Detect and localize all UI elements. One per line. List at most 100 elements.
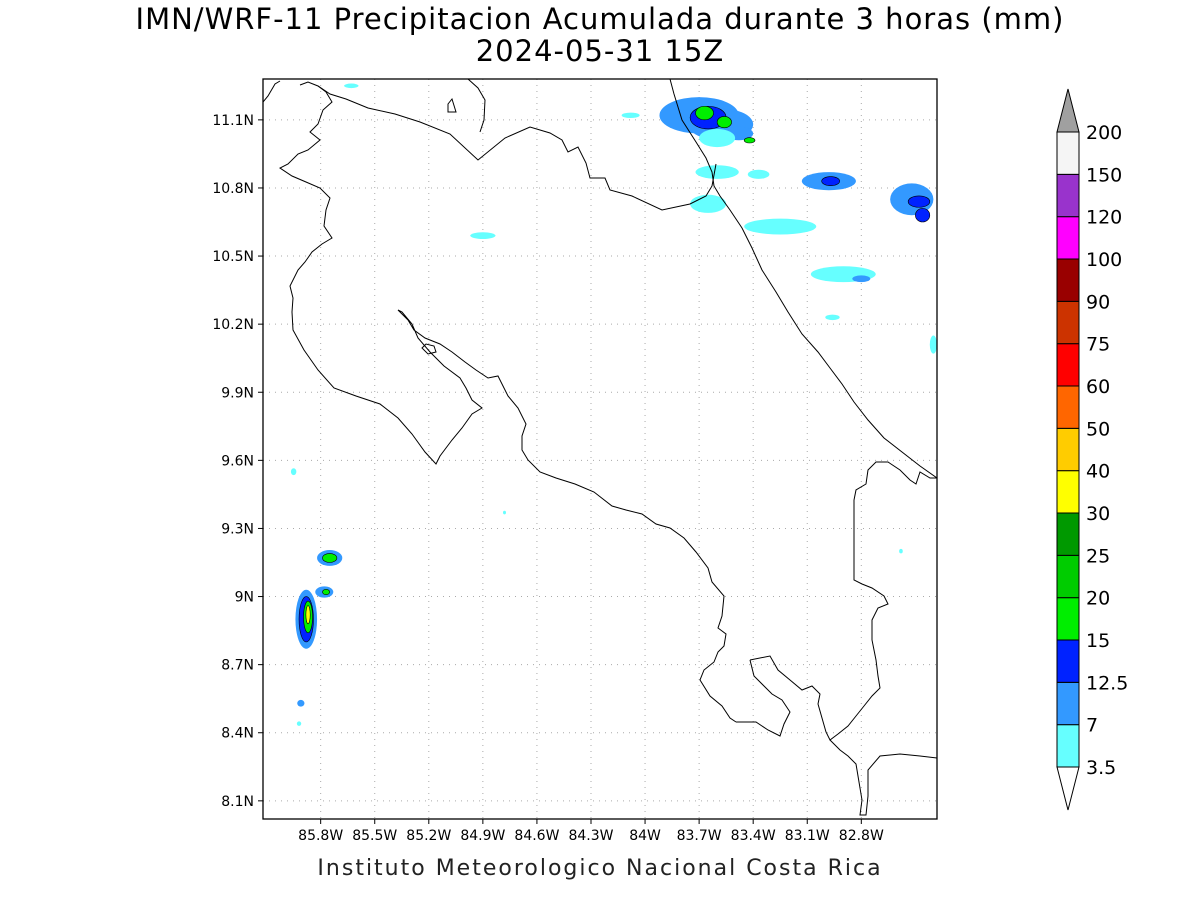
precip-cell bbox=[297, 699, 305, 707]
x-tick-label: 84.6W bbox=[514, 828, 559, 844]
precip-cell bbox=[744, 218, 817, 235]
colorbar-swatch bbox=[1056, 427, 1080, 472]
map-title: IMN/WRF-11 Precipitacion Acumulada duran… bbox=[135, 2, 1065, 36]
colorbar-swatch bbox=[1056, 681, 1080, 726]
x-tick-label: 83.7W bbox=[677, 828, 722, 844]
precip-cell bbox=[699, 128, 736, 148]
map-background bbox=[263, 79, 937, 819]
colorbar-swatch bbox=[1056, 597, 1080, 641]
x-tick-label: 83.1W bbox=[785, 828, 830, 844]
y-tick-label: 9N bbox=[235, 590, 254, 606]
colorbar-swatch bbox=[1056, 173, 1080, 218]
y-tick-label: 10.5N bbox=[212, 249, 254, 265]
colorbar-swatch bbox=[1056, 385, 1080, 429]
precip-cell bbox=[899, 548, 903, 554]
colorbar-swatch bbox=[1056, 724, 1080, 768]
colorbar-swatch bbox=[1056, 470, 1080, 514]
colorbar-level-label: 30 bbox=[1086, 503, 1110, 525]
y-tick-label: 9.9N bbox=[221, 385, 254, 401]
colorbar-swatch bbox=[1056, 258, 1080, 302]
precipitation-field bbox=[290, 83, 937, 726]
colorbar-top-arrow bbox=[1056, 88, 1080, 133]
colorbar-legend: 3.5 7 12.5 15 20 25 30 40 50 60 75 90 100 120 150 200 bbox=[1056, 88, 1128, 811]
x-tick-label: 83.4W bbox=[731, 828, 776, 844]
grid-lines bbox=[263, 79, 937, 819]
y-tick-label: 9.3N bbox=[221, 521, 254, 537]
colorbar-level-label: 40 bbox=[1086, 461, 1110, 483]
x-tick-label: 84W bbox=[629, 828, 661, 844]
colorbar-level-label: 75 bbox=[1086, 334, 1110, 356]
precip-cell bbox=[290, 468, 297, 476]
golfo-dulce-line bbox=[736, 659, 791, 737]
colorbar-swatch bbox=[1056, 216, 1080, 260]
coastlines-borders bbox=[263, 79, 937, 816]
osa-peninsula-line bbox=[749, 461, 937, 741]
precip-cell bbox=[344, 83, 359, 89]
colorbar-level-label: 100 bbox=[1086, 249, 1122, 271]
y-tick-label: 9.6N bbox=[221, 453, 254, 469]
colorbar-bottom-arrow bbox=[1056, 766, 1080, 811]
y-tick-label: 8.1N bbox=[221, 794, 254, 810]
institution-footer: Instituto Meteorologico Nacional Costa R… bbox=[317, 856, 883, 881]
precip-cell bbox=[296, 721, 302, 726]
precip-cell bbox=[716, 116, 732, 129]
precip-cell bbox=[695, 165, 739, 179]
panama-coast-line bbox=[829, 739, 937, 816]
colorbar-level-label: 12.5 bbox=[1086, 672, 1128, 694]
lake-nicaragua-island bbox=[447, 97, 457, 113]
colorbar-level-label: 7 bbox=[1086, 715, 1098, 737]
pacific-coast-line bbox=[279, 85, 737, 723]
precip-cell bbox=[821, 176, 840, 186]
colorbar-swatch bbox=[1056, 554, 1080, 599]
precip-cell bbox=[907, 195, 931, 208]
colorbar-level-label: 90 bbox=[1086, 291, 1110, 313]
colorbar-level-label: 15 bbox=[1086, 630, 1110, 652]
precip-cell bbox=[322, 553, 338, 563]
colorbar-level-label: 60 bbox=[1086, 376, 1110, 398]
x-tick-label: 84.9W bbox=[460, 828, 505, 844]
x-tick-label: 85.2W bbox=[406, 828, 451, 844]
precip-cell bbox=[929, 335, 937, 354]
x-tick-label: 84.3W bbox=[568, 828, 613, 844]
map-subtitle-datetime: 2024-05-31 15Z bbox=[475, 34, 725, 68]
colorbar-swatch bbox=[1056, 131, 1080, 175]
map-frame bbox=[262, 78, 938, 820]
y-axis-ticks: 11.1N 10.8N 10.5N 10.2N 9.9N 9.6N 9.3N 9N 8.7N 8.… bbox=[212, 113, 263, 810]
colorbar-level-label: 3.5 bbox=[1086, 757, 1116, 779]
nicaragua-coast-line bbox=[467, 79, 486, 133]
colorbar-swatch bbox=[1056, 343, 1080, 387]
precip-cell bbox=[747, 169, 770, 179]
precip-cell bbox=[695, 105, 714, 121]
y-tick-label: 11.1N bbox=[212, 113, 254, 129]
precip-cell bbox=[502, 510, 506, 515]
precip-cell bbox=[621, 112, 640, 119]
precip-cell bbox=[322, 588, 330, 596]
x-tick-label: 82.8W bbox=[839, 828, 884, 844]
precip-cell bbox=[305, 605, 311, 625]
colorbar-level-label: 200 bbox=[1086, 122, 1122, 144]
gulf-island bbox=[421, 343, 437, 355]
colorbar-swatch bbox=[1056, 639, 1080, 683]
x-tick-label: 85.5W bbox=[352, 828, 397, 844]
y-tick-label: 8.4N bbox=[221, 726, 254, 742]
x-tick-label: 85.8W bbox=[298, 828, 343, 844]
colorbar-level-label: 150 bbox=[1086, 164, 1122, 186]
precip-cell bbox=[915, 208, 931, 223]
y-tick-label: 10.2N bbox=[212, 317, 254, 333]
colorbar-level-label: 50 bbox=[1086, 418, 1110, 440]
precip-cell bbox=[470, 232, 496, 240]
caribbean-coast-line bbox=[669, 79, 937, 479]
colorbar-level-label: 120 bbox=[1086, 207, 1122, 229]
colorbar-level-label: 20 bbox=[1086, 588, 1110, 610]
nicaragua-border-line bbox=[263, 80, 717, 211]
y-tick-label: 8.7N bbox=[221, 658, 254, 674]
colorbar-swatch bbox=[1056, 512, 1080, 556]
y-tick-label: 10.8N bbox=[212, 181, 254, 197]
x-axis-ticks: 85.8W 85.5W 85.2W 84.9W 84.6W 84.3W 84W 83.7W 83… bbox=[298, 819, 884, 844]
precip-cell bbox=[743, 137, 756, 144]
precip-cell bbox=[852, 275, 871, 283]
colorbar-swatch bbox=[1056, 300, 1080, 345]
colorbar-level-label: 25 bbox=[1086, 545, 1110, 567]
precip-cell bbox=[825, 314, 840, 321]
